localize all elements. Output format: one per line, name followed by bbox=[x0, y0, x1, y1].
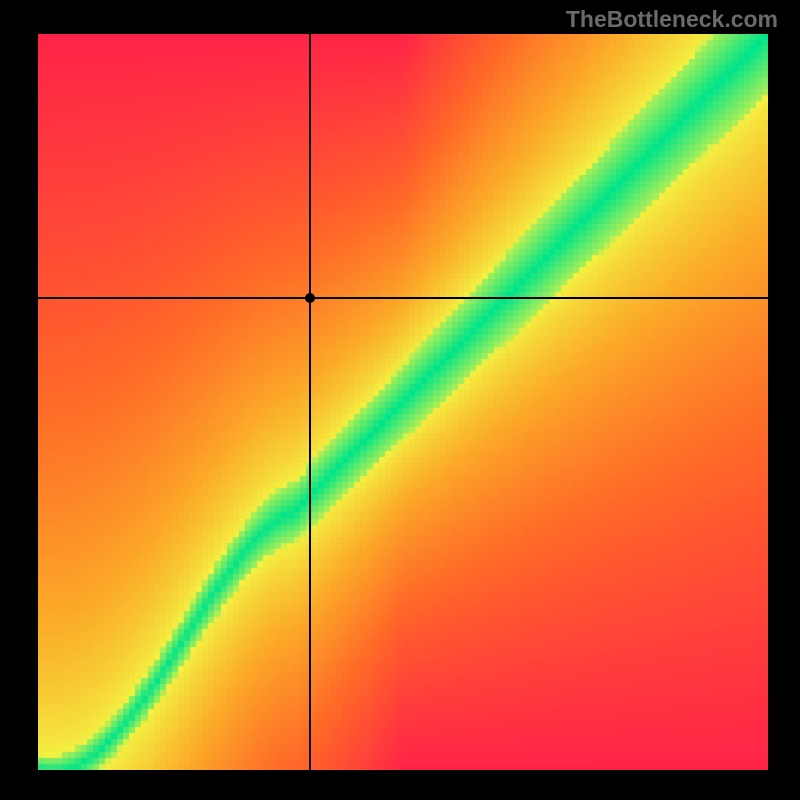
heatmap-canvas bbox=[38, 34, 768, 770]
crosshair-horizontal bbox=[38, 297, 768, 299]
root-container: TheBottleneck.com bbox=[0, 0, 800, 800]
heatmap-plot bbox=[38, 34, 768, 770]
attribution-text: TheBottleneck.com bbox=[566, 6, 778, 33]
crosshair-vertical bbox=[309, 34, 311, 770]
crosshair-marker bbox=[305, 293, 315, 303]
